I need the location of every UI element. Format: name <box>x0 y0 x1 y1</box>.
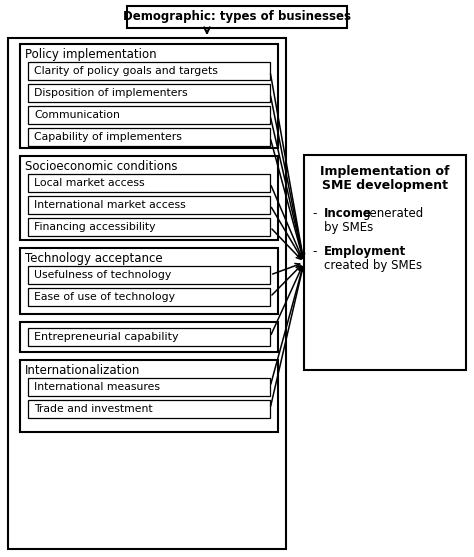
Text: Implementation of: Implementation of <box>320 165 450 178</box>
Bar <box>28 174 270 192</box>
Text: Socioeconomic conditions: Socioeconomic conditions <box>25 160 177 173</box>
Bar <box>20 360 278 432</box>
Text: generated: generated <box>362 207 423 220</box>
Text: Internationalization: Internationalization <box>25 364 140 377</box>
Text: Local market access: Local market access <box>34 178 145 188</box>
Bar <box>28 288 270 306</box>
Bar <box>28 84 270 102</box>
Text: -: - <box>312 245 316 258</box>
Text: Policy implementation: Policy implementation <box>25 48 156 61</box>
Bar <box>28 400 270 418</box>
Bar <box>28 62 270 80</box>
Bar <box>20 248 278 314</box>
Text: Trade and investment: Trade and investment <box>34 404 153 414</box>
Bar <box>127 6 347 28</box>
Text: Capability of implementers: Capability of implementers <box>34 132 182 142</box>
Bar <box>28 218 270 236</box>
Text: Financing accessibility: Financing accessibility <box>34 222 155 232</box>
Text: Ease of use of technology: Ease of use of technology <box>34 292 175 302</box>
Text: -: - <box>312 207 316 220</box>
Text: SME development: SME development <box>322 179 448 192</box>
Bar <box>28 378 270 396</box>
Text: Employment: Employment <box>324 245 406 258</box>
Bar <box>20 156 278 240</box>
Bar <box>28 196 270 214</box>
Bar <box>28 106 270 124</box>
Text: by SMEs: by SMEs <box>324 221 373 234</box>
Text: Demographic: types of businesses: Demographic: types of businesses <box>123 10 351 23</box>
Text: Income: Income <box>324 207 372 220</box>
Text: created by SMEs: created by SMEs <box>324 259 422 272</box>
Text: Entrepreneurial capability: Entrepreneurial capability <box>34 332 179 342</box>
Bar <box>8 38 286 549</box>
Bar <box>28 266 270 284</box>
Text: Communication: Communication <box>34 110 120 120</box>
Bar <box>20 44 278 148</box>
Bar <box>20 322 278 352</box>
Text: International measures: International measures <box>34 382 160 392</box>
Text: Technology acceptance: Technology acceptance <box>25 252 163 265</box>
Bar <box>28 128 270 146</box>
Text: Disposition of implementers: Disposition of implementers <box>34 88 188 98</box>
Text: International market access: International market access <box>34 200 186 210</box>
Bar <box>304 155 466 370</box>
Text: Usefulness of technology: Usefulness of technology <box>34 270 171 280</box>
Text: Clarity of policy goals and targets: Clarity of policy goals and targets <box>34 66 218 76</box>
Bar <box>28 328 270 346</box>
